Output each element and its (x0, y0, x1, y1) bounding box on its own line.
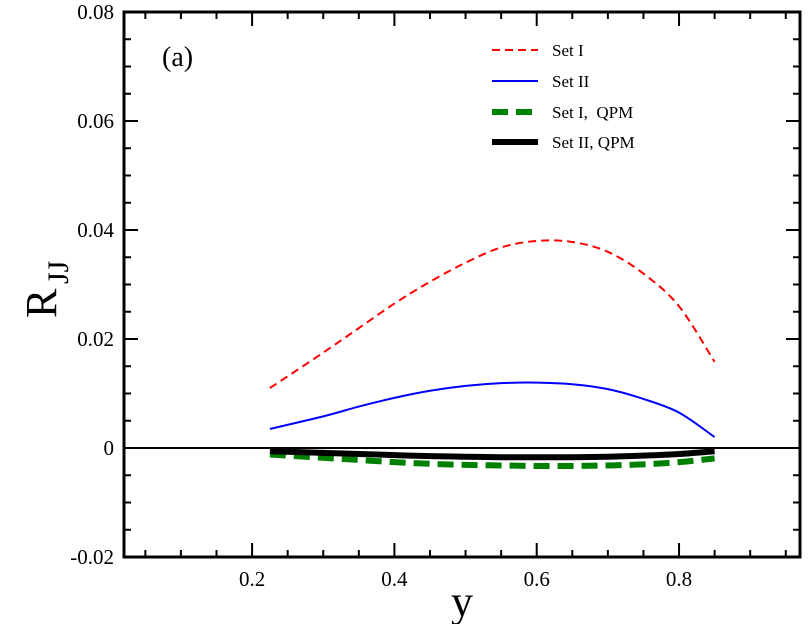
axis-ticks: 0.2 0.4 0.6 0.8 -0.02 0 0.02 0.04 0.06 0.08 (70, 0, 800, 591)
x-axis-label: y (451, 577, 473, 624)
series-layer (269, 239, 716, 470)
y-tick-label: 0.02 (77, 327, 114, 351)
series-set-ii-qpm-line (269, 448, 715, 461)
y-tick-label: 0.04 (77, 218, 114, 242)
series-set-i-line (269, 239, 716, 389)
y-axis-label: R JJ (17, 260, 75, 318)
y-tick-label: 0.08 (77, 0, 114, 24)
y-tick-label: 0.06 (77, 109, 114, 133)
legend: Set I Set II Set I, QPM Set II, QPM (492, 41, 635, 152)
series-set-ii-line (269, 381, 716, 438)
legend-label-set-ii-qpm: Set II, QPM (552, 133, 635, 152)
panel-label: (a) (162, 42, 193, 73)
x-tick-label: 0.4 (381, 567, 408, 591)
x-tick-label: 0.6 (524, 567, 550, 591)
x-tick-label: 0.2 (239, 567, 265, 591)
series-set-i-qpm-line (269, 451, 715, 470)
plot-frame (122, 10, 802, 559)
legend-label-set-ii: Set II (552, 72, 590, 91)
y-axis-label-sub: JJ (42, 260, 75, 284)
y-tick-label: -0.02 (70, 545, 114, 569)
x-tick-label: 0.8 (666, 567, 692, 591)
y-axis-label-main: R (17, 288, 66, 318)
legend-label-set-i-qpm: Set I, QPM (552, 103, 633, 122)
y-tick-label: 0 (104, 436, 115, 460)
legend-label-set-i: Set I (552, 41, 584, 60)
